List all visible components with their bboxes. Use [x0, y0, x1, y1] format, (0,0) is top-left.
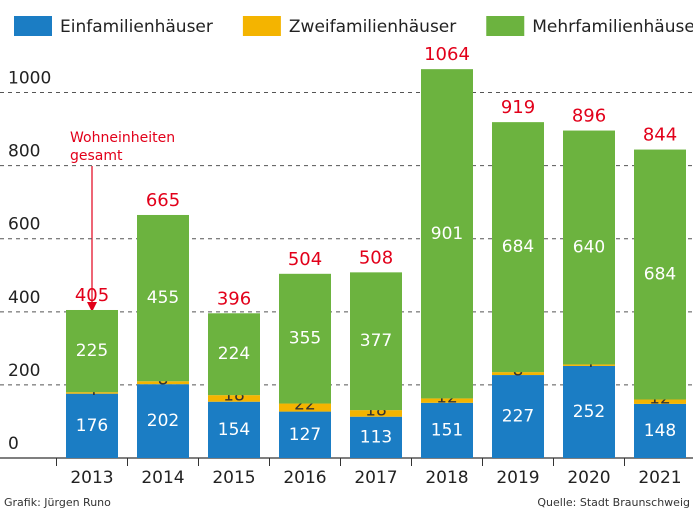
total-label: 896: [572, 106, 606, 127]
x-tick-label: 2016: [283, 468, 326, 488]
total-label: 405: [75, 285, 109, 306]
bar-segment: [66, 309, 118, 393]
y-tick-label: 600: [8, 215, 40, 235]
bar-segment: [421, 402, 473, 458]
bar-segment: [350, 416, 402, 458]
bar-segment: [563, 365, 615, 458]
total-label: 508: [359, 247, 393, 268]
bar-segment: [492, 375, 544, 458]
total-label: 1064: [424, 44, 470, 65]
bar-segment: [563, 130, 615, 365]
y-tick-label: 0: [8, 434, 19, 454]
data-label: 252: [573, 402, 605, 422]
total-label: 919: [501, 97, 535, 118]
y-tick-label: 800: [8, 142, 40, 162]
x-tick-label: 2021: [638, 468, 681, 488]
data-label: 901: [431, 224, 463, 244]
bar-segment: [66, 393, 118, 458]
bar-segment: [421, 69, 473, 399]
data-label: 684: [502, 237, 534, 257]
x-tick-label: 2013: [70, 468, 113, 488]
bar-segment: [634, 403, 686, 458]
data-label: 176: [76, 416, 108, 436]
data-label: 224: [218, 344, 250, 364]
legend-swatch: [14, 16, 52, 36]
legend-swatch: [242, 16, 281, 36]
data-label: 113: [360, 427, 392, 447]
data-label: 355: [289, 329, 321, 349]
total-label: 665: [146, 190, 180, 211]
data-label: 225: [76, 341, 108, 361]
bar-segment: [634, 149, 686, 400]
legend-label: Mehrfamilienhäuser: [532, 17, 693, 37]
bar-segment: [279, 403, 331, 412]
bar-segment: [492, 372, 544, 376]
x-tick-label: 2015: [212, 468, 255, 488]
data-label: 684: [644, 265, 676, 285]
bar-segment: [421, 398, 473, 403]
x-tick-label: 2019: [496, 468, 539, 488]
data-label: 154: [218, 420, 250, 440]
bar-segment: [137, 214, 189, 382]
legend-swatch: [486, 16, 525, 36]
source: Quelle: Stadt Braunschweig: [537, 496, 690, 509]
bar-segment: [350, 410, 402, 417]
total-label: 844: [643, 125, 677, 146]
y-tick-label: 200: [8, 361, 40, 381]
bar-segment: [492, 122, 544, 373]
data-label: 455: [147, 288, 179, 308]
source: Grafik: Jürgen Runo: [4, 496, 111, 509]
bar-segment: [563, 364, 615, 366]
total-label: 504: [288, 249, 322, 270]
total-label: 396: [217, 288, 251, 309]
annotation-arrowhead: [87, 302, 97, 312]
y-tick-label: 1000: [8, 69, 51, 89]
bar-segment: [208, 313, 260, 396]
y-tick-label: 400: [8, 288, 40, 308]
bar-segment: [279, 273, 331, 404]
legend-label: Einfamilienhäuser: [60, 17, 213, 37]
bar-segment: [279, 411, 331, 458]
x-tick-label: 2017: [354, 468, 397, 488]
bar-segment: [634, 399, 686, 404]
data-label: 640: [573, 237, 605, 257]
annotation: Wohneinheiten: [70, 130, 175, 146]
data-label: 151: [431, 420, 463, 440]
bar-segment: [350, 272, 402, 411]
data-label: 377: [360, 331, 392, 351]
bar-segment: [208, 395, 260, 402]
bar-segment: [137, 381, 189, 385]
x-tick-label: 2018: [425, 468, 468, 488]
x-tick-label: 2020: [567, 468, 610, 488]
legend-label: Zweifamilienhäuser: [289, 17, 456, 37]
data-label: 148: [644, 421, 676, 441]
bar-segment: [137, 384, 189, 458]
data-label: 227: [502, 407, 534, 427]
x-tick-label: 2014: [141, 468, 184, 488]
bar-segment: [66, 392, 118, 394]
data-label: 202: [147, 411, 179, 431]
bar-segment: [208, 401, 260, 458]
data-label: 127: [289, 425, 321, 445]
annotation: gesamt: [70, 148, 123, 164]
